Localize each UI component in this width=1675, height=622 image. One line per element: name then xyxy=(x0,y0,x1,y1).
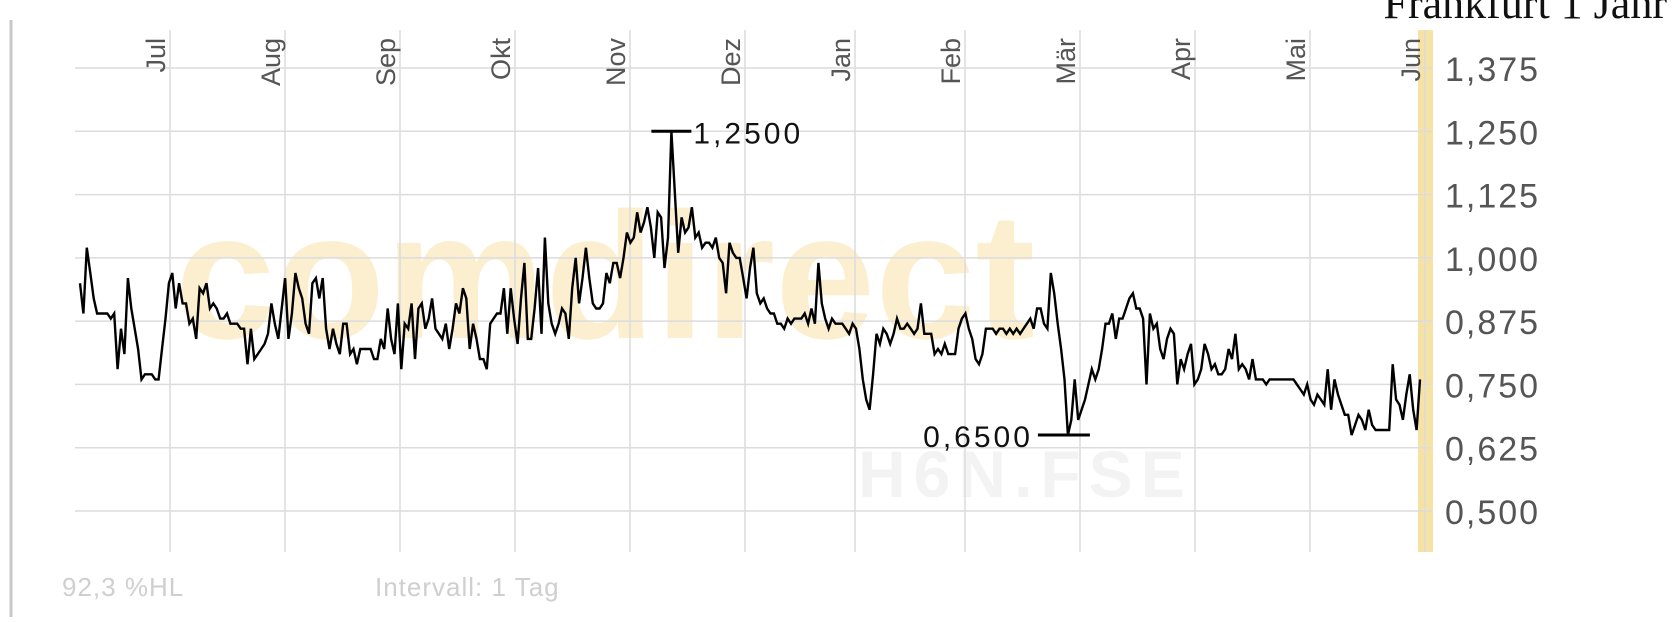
low-marker-label: 0,6500 xyxy=(923,421,1033,454)
x-tick-label: Jun xyxy=(1396,38,1426,82)
x-tick-label: Feb xyxy=(936,38,966,85)
y-tick-label: 1,375 xyxy=(1445,51,1540,89)
x-tick-label: Mai xyxy=(1281,38,1311,82)
y-tick-label: 1,125 xyxy=(1445,178,1540,216)
x-tick-label: Aug xyxy=(256,38,286,86)
y-tick-label: 1,250 xyxy=(1445,114,1540,152)
x-tick-label: Jan xyxy=(826,38,856,82)
y-tick-label: 0,500 xyxy=(1445,494,1540,532)
chart-title: Frankfurt 1 Jahr xyxy=(1383,0,1668,28)
x-tick-label: Dez xyxy=(716,38,746,86)
watermark-symbol: H6N.FSE xyxy=(858,437,1193,511)
x-tick-label: Mär xyxy=(1051,38,1081,85)
x-tick-label: Jul xyxy=(141,38,171,73)
x-tick-label: Apr xyxy=(1166,38,1196,80)
x-tick-label: Sep xyxy=(371,38,401,86)
y-tick-label: 0,625 xyxy=(1445,431,1540,469)
x-tick-label: Nov xyxy=(601,38,631,87)
y-tick-label: 0,875 xyxy=(1445,304,1540,342)
y-tick-label: 0,750 xyxy=(1445,367,1540,405)
y-tick-label: 1,000 xyxy=(1445,241,1540,279)
interval-label: Intervall: 1 Tag xyxy=(375,572,560,602)
range-label: 92,3 %HL xyxy=(62,572,185,602)
high-marker-label: 1,2500 xyxy=(693,117,803,150)
x-tick-label: Okt xyxy=(486,38,516,81)
series-line xyxy=(78,131,1422,436)
